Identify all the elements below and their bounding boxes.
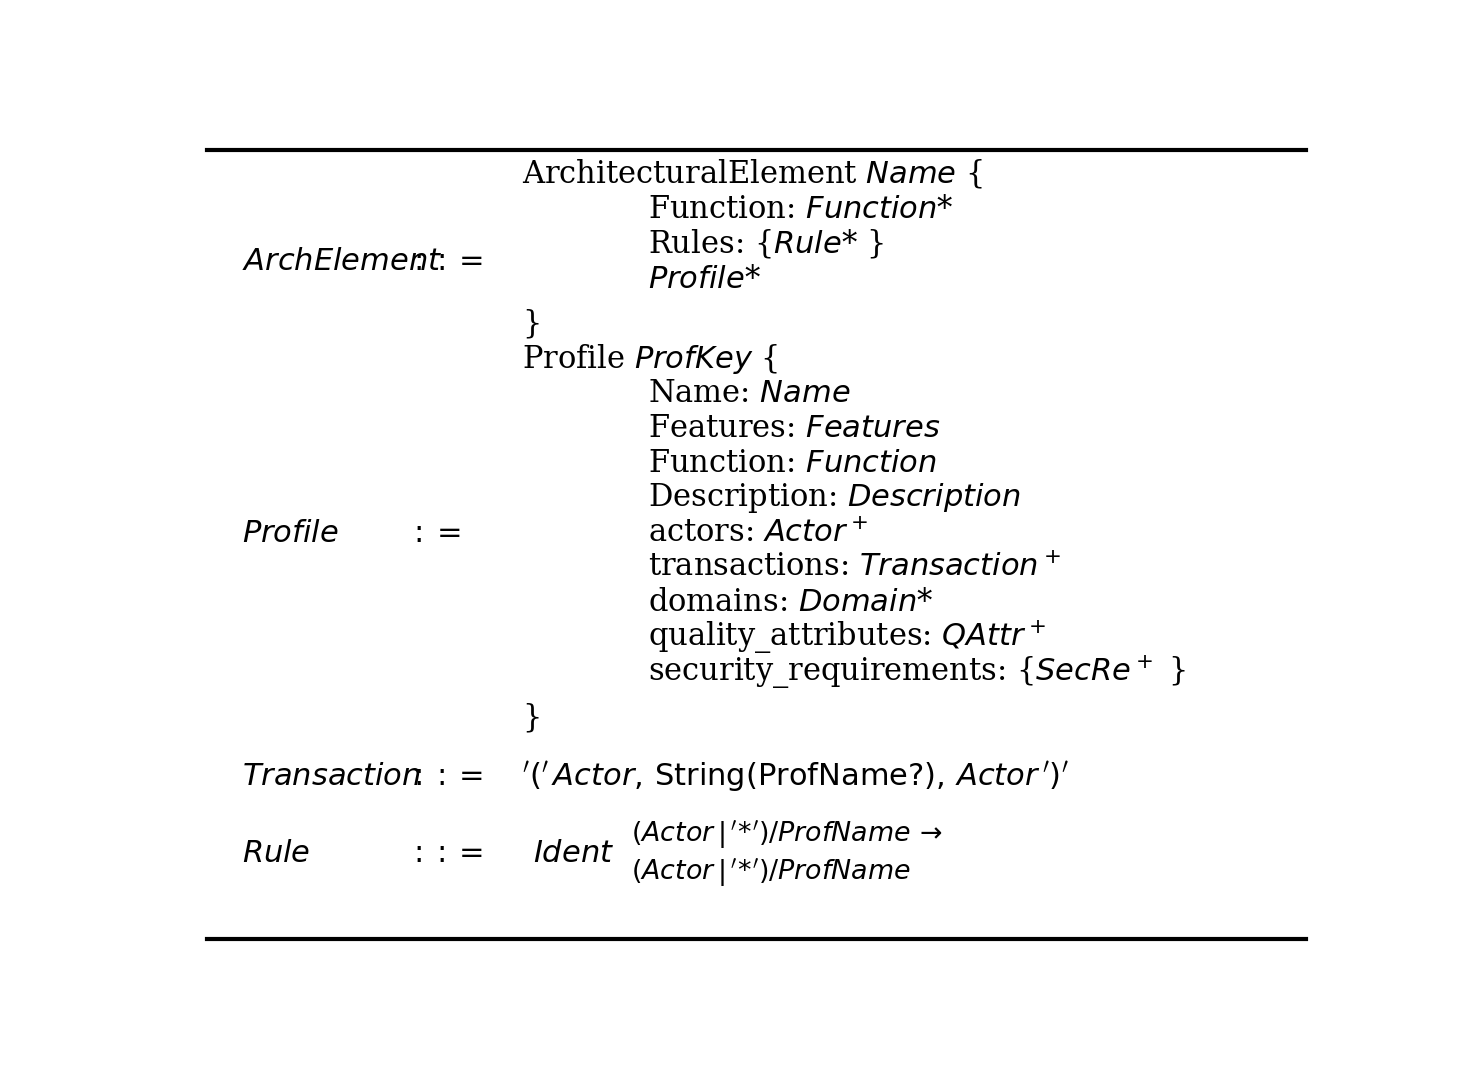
Text: Description: $\mathit{Description}$: Description: $\mathit{Description}$	[648, 481, 1020, 515]
Text: Features: $\mathit{Features}$: Features: $\mathit{Features}$	[648, 413, 940, 444]
Text: $\mathit{ArchElement}$: $\mathit{ArchElement}$	[242, 246, 441, 278]
Text: $\mathit{Rule}$: $\mathit{Rule}$	[242, 838, 310, 868]
Text: $::=$: $::=$	[407, 246, 483, 278]
Text: $\mathit{Transaction}$: $\mathit{Transaction}$	[242, 761, 421, 792]
Text: }: }	[523, 702, 542, 733]
Text: Profile $\mathit{ProfKey}$ {: Profile $\mathit{ProfKey}$ {	[523, 342, 778, 377]
Text: actors: $\mathit{Actor}^+$: actors: $\mathit{Actor}^+$	[648, 518, 868, 549]
Text: security_requirements: {$\mathit{SecRe}^+$ }: security_requirements: {$\mathit{SecRe}^…	[648, 654, 1185, 691]
Text: Function: $\mathit{Function}$: Function: $\mathit{Function}$	[648, 448, 937, 479]
Text: $:=$: $:=$	[407, 518, 461, 549]
Text: $(\mathit{Actor}\,|\,'\!*\!')/\mathit{ProfName}\,\rightarrow$: $(\mathit{Actor}\,|\,'\!*\!')/\mathit{Pr…	[630, 818, 942, 851]
Text: $(\mathit{Actor}\,|\,'\!*\!')/\mathit{ProfName}$: $(\mathit{Actor}\,|\,'\!*\!')/\mathit{Pr…	[630, 855, 911, 889]
Text: Rules: {$\mathit{Rule}$* }: Rules: {$\mathit{Rule}$* }	[648, 228, 884, 260]
Text: transactions: $\mathit{Transaction}^+$: transactions: $\mathit{Transaction}^+$	[648, 552, 1061, 583]
Text: ArchitecturalElement $\mathit{Name}$ {: ArchitecturalElement $\mathit{Name}$ {	[523, 158, 983, 192]
Text: quality_attributes: $\mathit{QAttr}^+$: quality_attributes: $\mathit{QAttr}^+$	[648, 619, 1046, 656]
Text: $::=$: $::=$	[407, 761, 483, 792]
Text: $::=$: $::=$	[407, 838, 483, 868]
Text: $\mathit{Ident}$: $\mathit{Ident}$	[533, 838, 614, 868]
Text: Name: $\mathit{Name}$: Name: $\mathit{Name}$	[648, 379, 850, 409]
Text: $'('\,\mathit{Actor},\,\mathrm{String(ProfName?)},\,\mathit{Actor}\,')'$: $'('\,\mathit{Actor},\,\mathrm{String(Pr…	[523, 760, 1069, 794]
Text: $\mathit{Profile}$: $\mathit{Profile}$	[242, 518, 338, 549]
Text: $\mathit{Profile}$*: $\mathit{Profile}$*	[648, 264, 760, 295]
Text: Function: $\mathit{Function}$*: Function: $\mathit{Function}$*	[648, 194, 953, 225]
Text: }: }	[523, 309, 542, 340]
Text: domains: $\mathit{Domain}$*: domains: $\mathit{Domain}$*	[648, 587, 933, 619]
